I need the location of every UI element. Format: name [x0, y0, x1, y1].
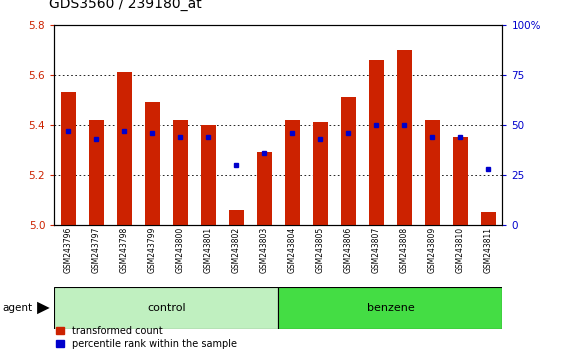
Text: GSM243810: GSM243810 [456, 227, 465, 273]
Text: GSM243809: GSM243809 [428, 227, 437, 273]
Text: GSM243802: GSM243802 [232, 227, 241, 273]
Text: control: control [147, 303, 186, 313]
Text: GSM243796: GSM243796 [64, 227, 73, 273]
Bar [313, 122, 328, 225]
Legend: transformed count, percentile rank within the sample: transformed count, percentile rank withi… [57, 326, 237, 349]
Bar [256, 152, 272, 225]
Bar [172, 120, 188, 225]
Bar [397, 50, 412, 225]
Bar [61, 92, 76, 225]
Text: GSM243799: GSM243799 [148, 227, 157, 273]
Bar [279, 287, 502, 329]
Bar [481, 212, 496, 225]
Text: GSM243800: GSM243800 [176, 227, 185, 273]
Bar [228, 210, 244, 225]
Bar [341, 97, 356, 225]
Text: benzene: benzene [367, 303, 415, 313]
Bar [425, 120, 440, 225]
Bar [453, 137, 468, 225]
Text: agent: agent [3, 303, 33, 313]
Text: GSM243804: GSM243804 [288, 227, 297, 273]
Text: GSM243803: GSM243803 [260, 227, 269, 273]
Bar [116, 72, 132, 225]
Text: GSM243801: GSM243801 [204, 227, 213, 273]
Text: GDS3560 / 239180_at: GDS3560 / 239180_at [49, 0, 202, 11]
Text: GSM243798: GSM243798 [120, 227, 129, 273]
Bar [200, 125, 216, 225]
Text: GSM243807: GSM243807 [372, 227, 381, 273]
Text: GSM243797: GSM243797 [92, 227, 100, 273]
Bar [89, 120, 104, 225]
Text: GSM243808: GSM243808 [400, 227, 409, 273]
Bar [369, 60, 384, 225]
Text: GSM243806: GSM243806 [344, 227, 353, 273]
Text: GSM243811: GSM243811 [484, 227, 493, 273]
Bar [54, 287, 279, 329]
Polygon shape [37, 302, 50, 314]
Bar [285, 120, 300, 225]
Bar [144, 102, 160, 225]
Text: GSM243805: GSM243805 [316, 227, 325, 273]
